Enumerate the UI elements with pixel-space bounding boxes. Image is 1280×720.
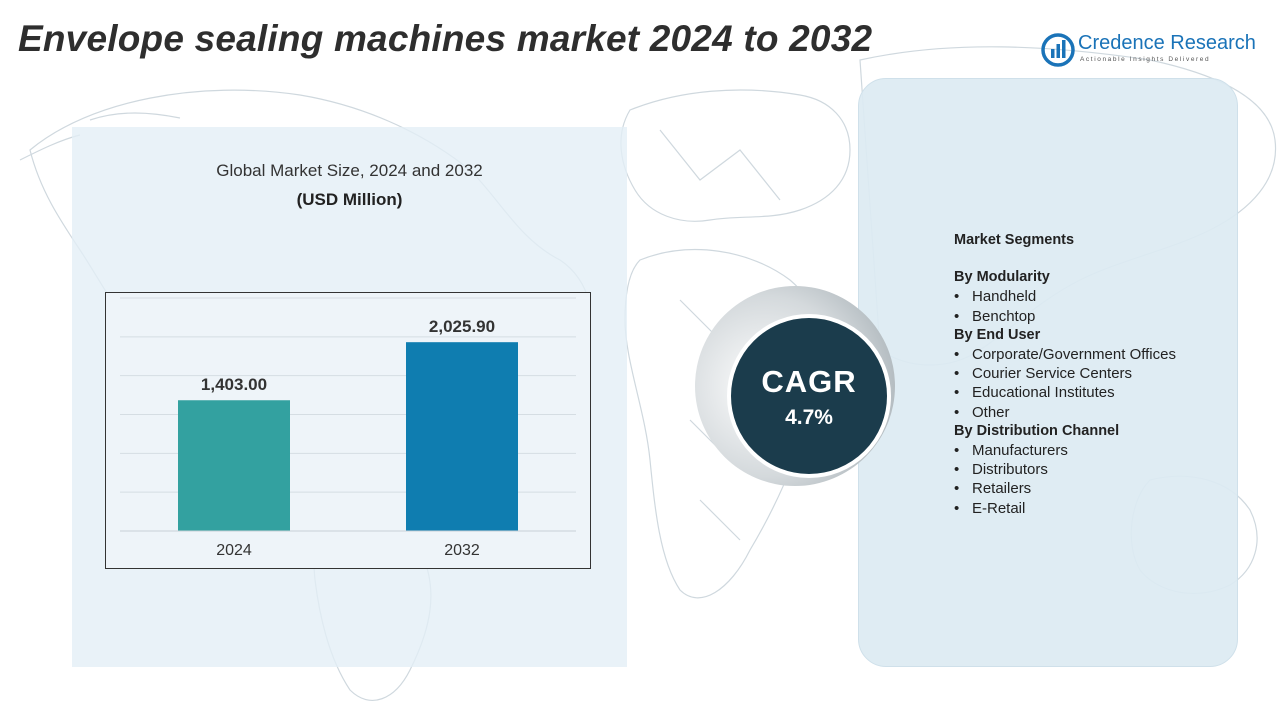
segment-item: • E-Retail: [954, 499, 1254, 518]
credence-research-logo: Credence Research Actionable Insights De…: [1040, 30, 1256, 70]
segment-item: • Retailers: [954, 479, 1254, 498]
segment-item-label: Manufacturers: [972, 442, 1068, 460]
segment-item: • Distributors: [954, 460, 1254, 479]
segment-group-distribution-channel: By Distribution Channel: [954, 422, 1120, 439]
data-label-2024: 1,403.00: [201, 375, 267, 394]
cagr-value: 4.7%: [785, 406, 833, 429]
segment-item: • Corporate/Government Offices: [954, 345, 1254, 364]
cagr-label: CAGR: [761, 364, 857, 399]
segment-item: • Benchtop: [954, 307, 1254, 326]
bullet-icon: •: [954, 288, 960, 306]
segment-group-modularity: By Modularity: [954, 269, 1050, 286]
cagr-badge: CAGR 4.7%: [727, 314, 891, 478]
bullet-icon: •: [954, 365, 960, 383]
bar-chart: 1,403.00 2024 2,025.90 2032: [105, 292, 591, 569]
segment-item: • Courier Service Centers: [954, 364, 1254, 383]
segment-item: • Other: [954, 403, 1254, 422]
bar-2024: [178, 400, 290, 531]
logo-name: Credence Research: [1078, 32, 1256, 54]
bullet-icon: •: [954, 403, 960, 421]
bullet-icon: •: [954, 480, 960, 498]
chart-title: Global Market Size, 2024 and 2032: [216, 161, 483, 180]
bullet-icon: •: [954, 346, 960, 364]
segment-item-label: Courier Service Centers: [972, 365, 1133, 383]
segment-group-end-user: By End User: [954, 326, 1041, 343]
chart-unit: (USD Million): [296, 190, 403, 209]
segment-item-label: E-Retail: [972, 499, 1026, 517]
segment-item-label: Educational Institutes: [972, 384, 1115, 402]
segment-item: • Educational Institutes: [954, 383, 1254, 402]
segments-heading: Market Segments: [954, 232, 1075, 248]
segment-item-label: Retailers: [972, 480, 1032, 498]
credence-logo-icon: [1041, 33, 1075, 67]
bullet-icon: •: [954, 461, 960, 479]
market-segments: Market Segments By Modularity • Handheld …: [954, 231, 1254, 518]
data-label-2032: 2,025.90: [429, 317, 495, 336]
segment-item-label: Other: [972, 403, 1010, 421]
segment-item: • Manufacturers: [954, 441, 1254, 460]
segment-item-label: Benchtop: [972, 307, 1036, 325]
logo-tagline: Actionable Insights Delivered: [1080, 56, 1211, 63]
tick-label-2032: 2032: [444, 542, 480, 559]
bullet-icon: •: [954, 384, 960, 402]
segment-item: • Handheld: [954, 287, 1254, 306]
segment-item-label: Handheld: [972, 288, 1037, 306]
bar-2032: [406, 342, 518, 531]
segments-panel: [858, 78, 1238, 667]
segment-item-label: Distributors: [972, 461, 1048, 479]
tick-label-2024: 2024: [216, 542, 252, 559]
bullet-icon: •: [954, 499, 960, 517]
bar-chart-svg: 1,403.00 2024 2,025.90 2032: [120, 297, 576, 559]
bullet-icon: •: [954, 442, 960, 460]
segment-item-label: Corporate/Government Offices: [972, 346, 1176, 364]
page-title: Envelope sealing machines market 2024 to…: [18, 18, 873, 59]
bullet-icon: •: [954, 307, 960, 325]
